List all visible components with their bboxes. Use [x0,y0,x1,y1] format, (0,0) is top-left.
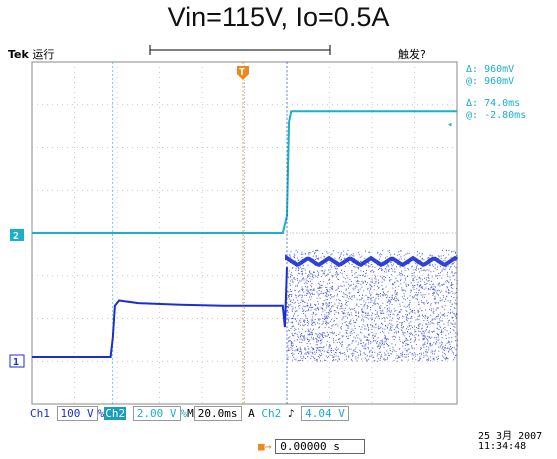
trigger-slope-icon: ♪ [287,407,295,420]
ch1-line [32,267,288,358]
ch1-coupling: % [97,407,105,420]
cursor-delta-v-value: 960mV [484,64,515,75]
ch2-trace: ◂ [32,62,457,404]
ch2-label: Ch2 [104,407,127,420]
ch2-line [32,110,457,234]
run-state-label: 运行 [32,48,55,61]
trigger-position-marker: T [237,62,249,404]
cursor-delta-v: Δ: 960mV [466,64,514,75]
trigger-source: Ch2 [261,407,282,420]
ch2-ground-label: 2 [13,231,19,242]
settings-bar: Ch1 100 V %Ch2 2.00 V %M 20.0ms A Ch2 ♪ 4.0… [30,406,349,421]
trigger-marker-label: T [239,67,245,78]
ch2-coupling: % [180,407,188,420]
chart-title: Vin=115V, Io=0.5A [167,2,390,32]
cursor-at-t-label: @: [466,110,479,121]
time-label: 11:34:48 [478,441,527,452]
cursor-at-t-value: -2.80ms [484,110,527,121]
ch1-scale[interactable]: 100 V [56,406,98,421]
timebase-value[interactable]: 20.0ms [193,406,242,421]
trigger-level[interactable]: 4.04 V [301,406,349,421]
cursor-delta-t-label: Δ: [466,98,479,109]
ch1-label: Ch1 [30,407,50,420]
cursor-at-t: @: -2.80ms [466,110,526,121]
ch1-noise-band [285,62,459,404]
ch1-trace [32,267,288,358]
cursor-at-v: @: 960mV [466,76,514,87]
ch1-ground-label: 1 [13,357,19,368]
ch1-ripple-envelope [285,254,459,268]
ch2-scale[interactable]: 2.00 V [132,406,181,421]
cursor-delta-t-value: 74.0ms [484,98,521,109]
cursor-at-v-label: @: [466,76,479,87]
cursor-at-v-value: 960mV [484,76,515,87]
cursor-delta-v-label: Δ: [466,64,479,75]
ch1-ground-marker: 1 [9,354,25,368]
trigger-position-readout: ■→ 0.00000 s [258,439,365,454]
record-length-bar [149,45,331,55]
cursor-delta-t: Δ: 74.0ms [466,98,520,109]
trigger-position-arrow-icon: ■→ [258,440,272,453]
trigger-state-label: 触发? [398,48,426,61]
trigger-position-value[interactable]: 0.00000 s [275,439,365,454]
ch1-noise-dots [287,249,458,362]
status-line: Tek 运行 [8,46,54,62]
date-label: 25 3月 2007 [478,431,543,442]
timebase-label: M [187,407,194,420]
trigger-mode: A [248,407,255,420]
brand-label: Tek [8,48,29,61]
ch2-cursor-marker: ◂ [447,120,452,130]
ch2-ground-marker: 2 [10,229,24,242]
